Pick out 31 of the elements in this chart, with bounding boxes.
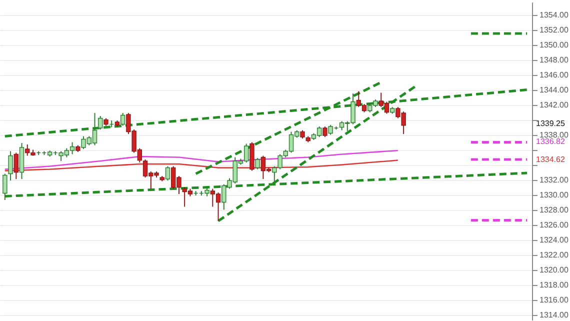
- text: 1336.82: [536, 137, 566, 146]
- candlestick: [165, 166, 170, 181]
- y-tick-label: 1314.00: [540, 310, 569, 320]
- y-tick-label: 1316.00: [540, 295, 569, 304]
- y-tick-label: 1344.00: [540, 85, 569, 94]
- candlestick: [14, 152, 18, 180]
- y-tick-label: 1332.00: [540, 175, 569, 184]
- candlestick: [2, 173, 8, 200]
- y-tick-label: 1328.00: [540, 205, 569, 214]
- y-tick-label: 1346.00: [540, 70, 569, 80]
- line-series: [4, 150, 399, 170]
- candlestick: [255, 158, 260, 170]
- text: 1334.62: [536, 155, 566, 164]
- y-tick-label: 1350.00: [540, 40, 569, 50]
- y-tick-label: 1318.00: [540, 280, 569, 290]
- y-tick-label: 1326.00: [540, 220, 569, 230]
- y-tick-label: 1330.00: [540, 190, 569, 200]
- y-tick-label: 1354.00: [540, 10, 569, 20]
- candlestick: [98, 116, 103, 130]
- y-tick-label: 1352.00: [540, 25, 569, 34]
- y-tick-label: 1324.00: [540, 235, 569, 244]
- y-tick-label: 1322.00: [540, 250, 569, 260]
- text: 1339.25: [536, 119, 566, 128]
- candlestick: [322, 126, 328, 138]
- y-tick-label: 1342.00: [540, 100, 569, 110]
- y-tick-label: 1348.00: [540, 55, 569, 64]
- y-tick-label: 1338.00: [540, 130, 569, 140]
- line-series: [4, 160, 399, 172]
- y-tick-label: 1320.00: [540, 265, 569, 274]
- candlestick: [8, 150, 13, 181]
- candlestick: [120, 112, 126, 126]
